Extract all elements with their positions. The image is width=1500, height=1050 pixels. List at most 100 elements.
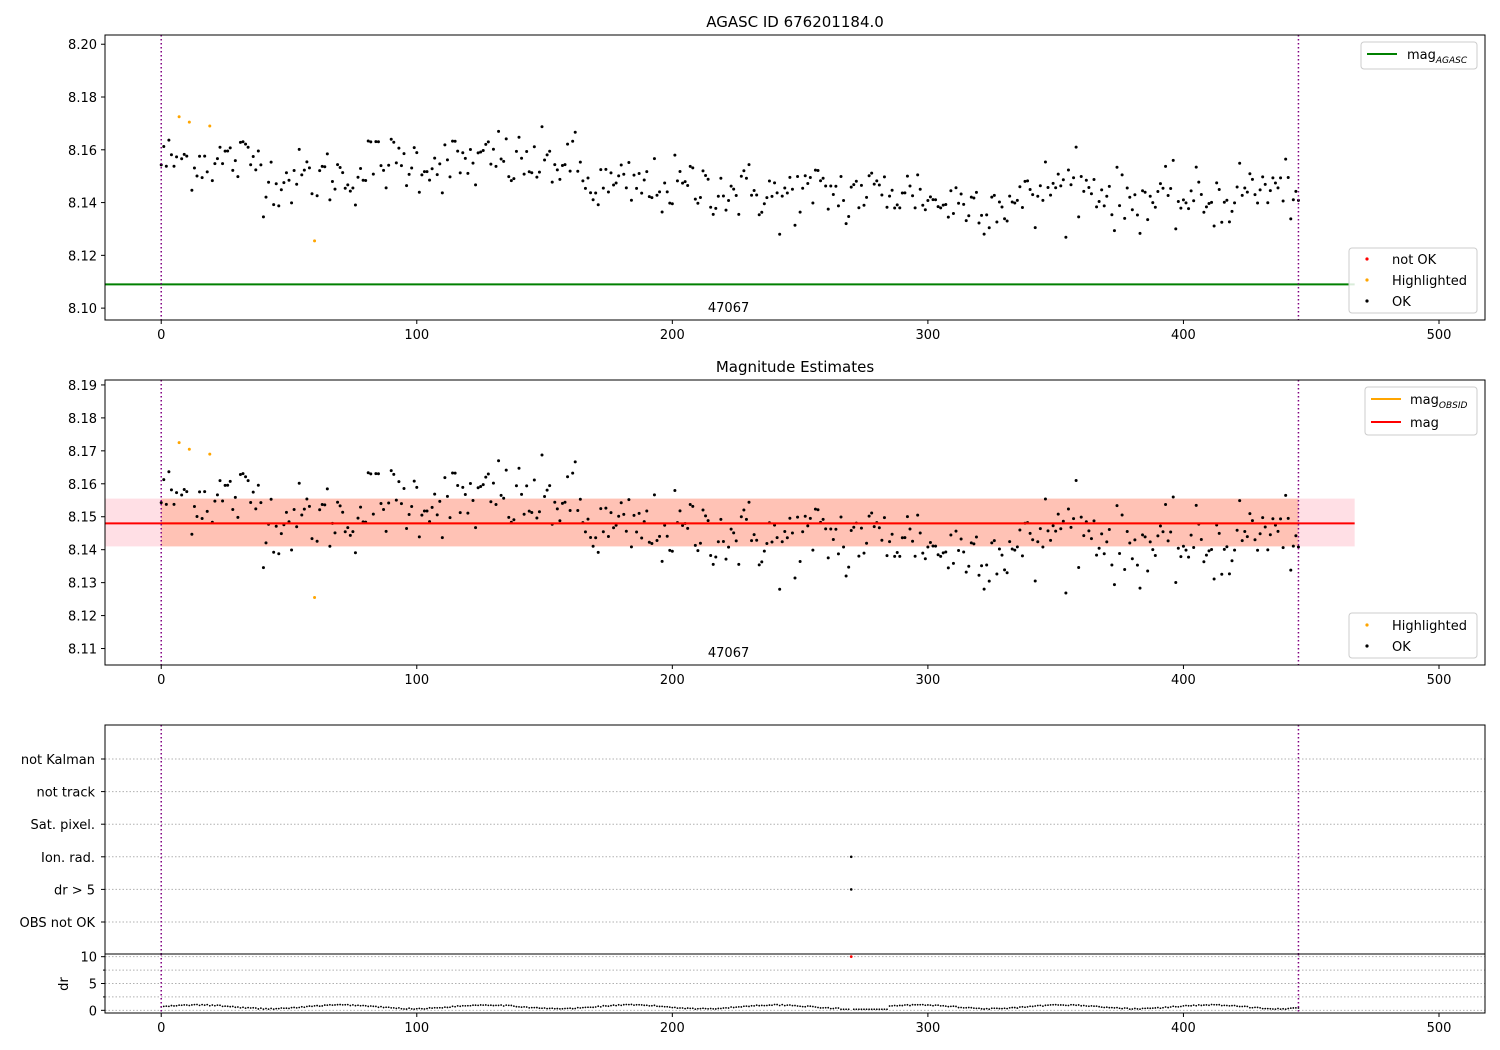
ok-point	[604, 167, 608, 171]
ok-point	[1263, 525, 1267, 529]
ok-point	[1294, 534, 1298, 538]
dr-point	[944, 1005, 947, 1008]
ok-point	[803, 174, 807, 178]
dr-point	[1266, 1007, 1269, 1010]
dr-point	[443, 1006, 446, 1009]
dr-point	[252, 1006, 255, 1009]
ok-point	[808, 516, 812, 520]
ok-point	[581, 179, 585, 183]
dr-point	[901, 1004, 904, 1007]
dr-point	[1108, 1006, 1111, 1009]
y-tick-label: 8.20	[68, 38, 97, 53]
ok-point	[622, 172, 626, 176]
ok-point	[635, 186, 639, 190]
ok-point	[609, 171, 613, 175]
ok-point	[1069, 183, 1073, 187]
dr-point	[1284, 1008, 1287, 1011]
ok-point	[839, 174, 843, 178]
dr-point	[643, 1004, 646, 1007]
ok-point	[256, 149, 260, 153]
ok-point	[231, 508, 235, 512]
ok-point	[392, 140, 396, 144]
ok-point	[295, 525, 299, 529]
ok-point	[520, 492, 524, 496]
ok-point	[458, 511, 462, 515]
dr-point	[1139, 1008, 1141, 1011]
ok-point	[1194, 503, 1198, 507]
dr-point	[924, 1004, 927, 1007]
dr-point	[543, 1007, 546, 1009]
dr-point	[288, 1007, 290, 1010]
ok-point	[908, 184, 912, 188]
ok-point	[343, 186, 347, 190]
highlighted-point	[177, 115, 181, 119]
ok-point	[348, 189, 352, 193]
dr-point	[441, 1007, 444, 1009]
ok-point	[885, 205, 889, 209]
ok-point	[205, 509, 209, 513]
dr-point	[1029, 1005, 1032, 1008]
dr-point	[1013, 1006, 1016, 1009]
y-tick-label: 8.13	[68, 577, 97, 592]
dr-point	[880, 1008, 883, 1011]
ok-point	[1028, 188, 1032, 192]
ok-point	[969, 541, 973, 545]
dr-point	[326, 1004, 329, 1007]
ok-point	[328, 198, 332, 202]
dr-point	[1215, 1003, 1218, 1006]
ok-point	[859, 526, 863, 530]
ok-point	[793, 223, 797, 227]
ok-point	[1143, 190, 1147, 194]
dr-point	[1011, 1006, 1014, 1009]
ok-point	[1243, 186, 1247, 190]
ok-point	[1161, 530, 1165, 534]
ok-point	[361, 178, 365, 182]
dr-point	[1064, 1004, 1067, 1007]
ok-point	[468, 481, 472, 485]
dr-point	[676, 1007, 679, 1009]
ok-point	[688, 164, 692, 168]
ok-point	[821, 176, 825, 180]
ok-point	[379, 501, 383, 505]
ok-point	[200, 176, 204, 180]
x-tick-label: 300	[915, 328, 940, 343]
dr-point	[1016, 1007, 1019, 1009]
legend-highlighted-swatch	[1365, 278, 1369, 282]
ok-point	[1041, 198, 1045, 202]
legend-frame	[1348, 247, 1478, 314]
dr-point	[786, 1004, 789, 1006]
dr-point	[863, 1008, 865, 1011]
dr-point	[1052, 1003, 1055, 1006]
ok-point	[819, 179, 823, 183]
dr-point	[270, 1007, 273, 1010]
ok-point	[1115, 504, 1119, 508]
dr-point	[433, 1006, 436, 1009]
ok-point	[913, 206, 917, 210]
ok-point	[369, 472, 373, 476]
dr-point	[364, 1004, 367, 1007]
dr-point	[1294, 1007, 1297, 1009]
dr-point	[967, 1006, 970, 1009]
ok-point	[696, 201, 700, 205]
ok-point	[382, 168, 386, 172]
dr-point	[891, 1004, 894, 1007]
dr-point	[316, 1004, 319, 1007]
ok-point	[688, 503, 692, 507]
y-tick-label: 8.12	[68, 610, 97, 625]
dr-point	[648, 1004, 651, 1007]
ok-point	[302, 168, 306, 172]
ok-point	[959, 537, 963, 541]
ok-point	[880, 193, 884, 197]
dr-point	[1018, 1006, 1021, 1008]
dr-point	[518, 1006, 520, 1008]
ok-point	[888, 540, 892, 544]
ok-point	[1074, 478, 1078, 482]
ok-point	[507, 515, 511, 519]
dr-point	[576, 1006, 579, 1009]
ok-point	[397, 480, 401, 484]
dr-point	[556, 1007, 559, 1010]
ok-point	[468, 148, 472, 152]
dr-point	[584, 1006, 587, 1009]
dr-point	[827, 1006, 830, 1009]
dr-point	[995, 1007, 998, 1010]
